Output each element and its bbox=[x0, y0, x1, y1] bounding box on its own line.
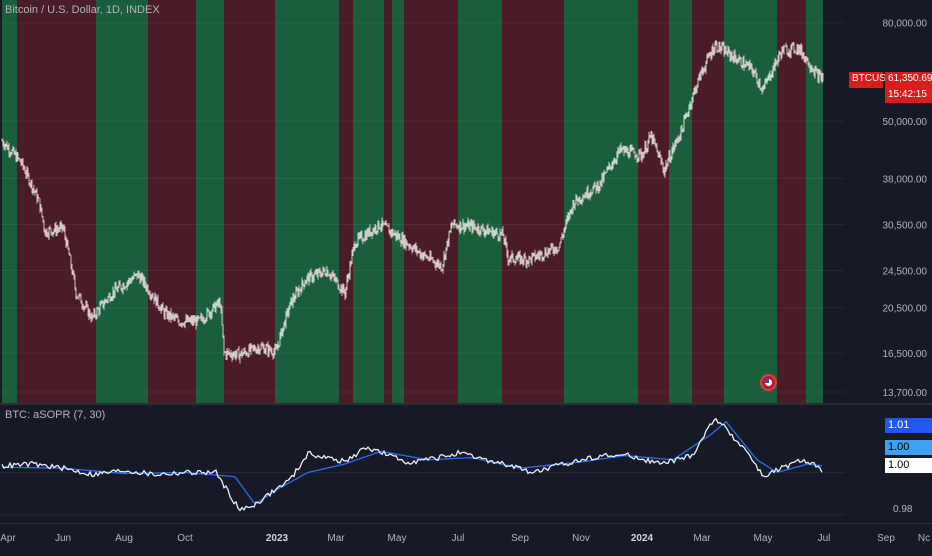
regime-band-bullish bbox=[2, 0, 17, 403]
regime-band-bearish bbox=[148, 0, 196, 403]
last-price-tag: 61,350.69 bbox=[885, 72, 932, 88]
regime-band-bullish bbox=[392, 0, 404, 403]
regime-band-bearish bbox=[224, 0, 275, 403]
asopr-line bbox=[1, 417, 823, 512]
regime-band-bearish bbox=[777, 0, 806, 403]
price-tick-label: 80,000.00 bbox=[883, 19, 928, 30]
price-tick-label: 30,500.00 bbox=[883, 221, 928, 232]
regime-band-bullish bbox=[275, 0, 339, 403]
time-tick-label: 2024 bbox=[631, 533, 654, 544]
price-gridlines bbox=[0, 22, 845, 393]
us-flag-icon[interactable] bbox=[760, 374, 777, 391]
asopr-tag: 1.00 bbox=[885, 440, 932, 455]
price-tick-label: 16,500.00 bbox=[883, 349, 928, 360]
regime-band-bearish bbox=[339, 0, 353, 403]
time-tick-label: Nov bbox=[572, 533, 590, 544]
indicator-lines bbox=[1, 417, 823, 512]
time-tick-label: Jun bbox=[55, 533, 71, 544]
regime-band-bearish bbox=[17, 0, 96, 403]
regime-band-bullish bbox=[806, 0, 823, 403]
regime-band-bullish bbox=[564, 0, 638, 403]
symbol-tag: BTCUSD bbox=[849, 72, 893, 88]
price-scale[interactable]: 80,000.00 50,000.00 38,000.00 30,500.00 24,5… bbox=[883, 19, 928, 399]
regime-band-bearish bbox=[638, 0, 669, 403]
price-tick-label: 50,000.00 bbox=[883, 117, 928, 128]
time-tick-label: Sep bbox=[511, 533, 529, 544]
countdown-tag: 15:42:15 bbox=[885, 88, 932, 103]
time-tick-label: Apr bbox=[0, 533, 16, 544]
regime-bands bbox=[2, 0, 823, 403]
time-tick-label: 2023 bbox=[266, 533, 289, 544]
time-axis-svg[interactable]: Apr Jun Aug Oct 2023 Mar May Jul Sep Nov 2024 Mar Ma… bbox=[0, 524, 932, 551]
asopr-ma-tag: 1.01 bbox=[885, 418, 932, 433]
price-tick-label: 20,500.00 bbox=[883, 304, 928, 315]
price-tick-label: 13,700.00 bbox=[883, 388, 928, 399]
indicator-chart-svg[interactable] bbox=[0, 405, 932, 523]
regime-band-bearish bbox=[692, 0, 724, 403]
time-axis[interactable]: Apr Jun Aug Oct 2023 Mar May Jul Sep Nov 2024 Mar Ma… bbox=[0, 523, 932, 550]
time-tick-label: Mar bbox=[327, 533, 345, 544]
time-tick-label: Jul bbox=[818, 533, 831, 544]
time-tick-label: Jul bbox=[452, 533, 465, 544]
time-tick-label: Sep bbox=[877, 533, 895, 544]
indicator-gridlines bbox=[0, 471, 845, 516]
chart-title: Bitcoin / U.S. Dollar, 1D, INDEX bbox=[5, 4, 160, 16]
asopr-raw-tag: 1.00 bbox=[885, 458, 932, 473]
regime-band-bearish bbox=[502, 0, 564, 403]
asopr-ma-line bbox=[2, 420, 823, 505]
regime-band-bearish bbox=[404, 0, 458, 403]
price-tick-label: 24,500.00 bbox=[883, 266, 928, 277]
time-tick-label: Aug bbox=[115, 533, 133, 544]
indicator-title: BTC: aSOPR (7, 30) bbox=[5, 409, 106, 421]
regime-band-bullish bbox=[96, 0, 148, 403]
price-chart-svg[interactable]: 80,000.00 50,000.00 38,000.00 30,500.00 24,5… bbox=[0, 0, 932, 403]
pane-separator[interactable] bbox=[0, 403, 932, 405]
regime-band-bullish bbox=[353, 0, 384, 403]
time-tick-label: May bbox=[388, 533, 407, 544]
indicator-scale-tick: 0.98 bbox=[893, 504, 913, 515]
regime-band-bearish bbox=[384, 0, 392, 403]
regime-band-bullish bbox=[196, 0, 224, 403]
price-bars bbox=[1, 39, 824, 364]
regime-band-bullish bbox=[458, 0, 502, 403]
time-tick-label: May bbox=[754, 533, 773, 544]
time-tick-label: Oct bbox=[177, 533, 193, 544]
time-tick-label: Mar bbox=[693, 533, 711, 544]
time-tick-label: Nc bbox=[918, 533, 930, 544]
regime-band-bullish bbox=[724, 0, 777, 403]
indicator-pane[interactable]: BTC: aSOPR (7, 30) 1.01 1.00 1.00 0.98 bbox=[0, 405, 932, 523]
price-tick-label: 38,000.00 bbox=[883, 174, 928, 185]
regime-band-bullish bbox=[669, 0, 692, 403]
price-pane[interactable]: 80,000.00 50,000.00 38,000.00 30,500.00 24,5… bbox=[0, 0, 932, 403]
